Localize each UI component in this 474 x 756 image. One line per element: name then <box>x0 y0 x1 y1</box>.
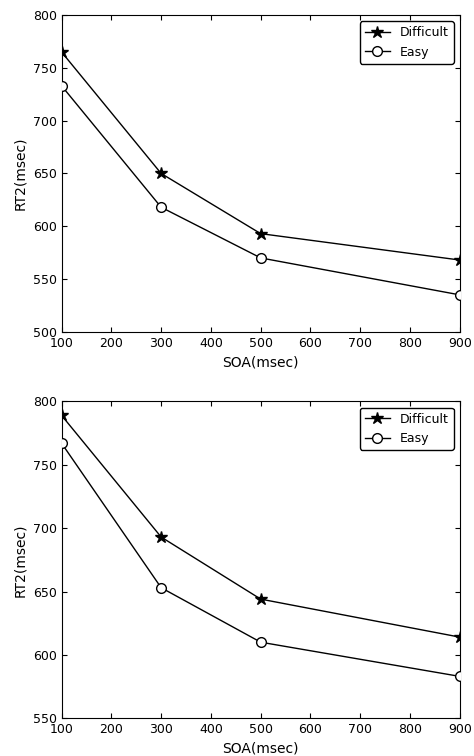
Difficult <box>158 532 164 541</box>
Legend: Difficult, Easy: Difficult, Easy <box>360 21 454 64</box>
X-axis label: SOA(msec): SOA(msec) <box>222 355 299 369</box>
Line: Difficult: Difficult <box>55 46 466 266</box>
Line: Easy: Easy <box>57 438 465 681</box>
Easy <box>457 672 463 681</box>
Difficult <box>457 633 463 642</box>
Easy <box>59 438 64 448</box>
Line: Difficult: Difficult <box>55 409 466 643</box>
X-axis label: SOA(msec): SOA(msec) <box>222 742 299 755</box>
Difficult <box>59 411 64 420</box>
Legend: Difficult, Easy: Difficult, Easy <box>360 407 454 450</box>
Y-axis label: RT2(msec): RT2(msec) <box>13 137 27 210</box>
Difficult <box>59 48 64 57</box>
Easy <box>158 203 164 212</box>
Difficult <box>258 229 264 238</box>
Easy <box>59 82 64 91</box>
Difficult <box>158 169 164 178</box>
Easy <box>258 637 264 646</box>
Difficult <box>457 256 463 265</box>
Easy <box>158 583 164 592</box>
Difficult <box>258 594 264 603</box>
Line: Easy: Easy <box>57 81 465 299</box>
Y-axis label: RT2(msec): RT2(msec) <box>13 523 27 596</box>
Easy <box>457 290 463 299</box>
Easy <box>258 253 264 262</box>
